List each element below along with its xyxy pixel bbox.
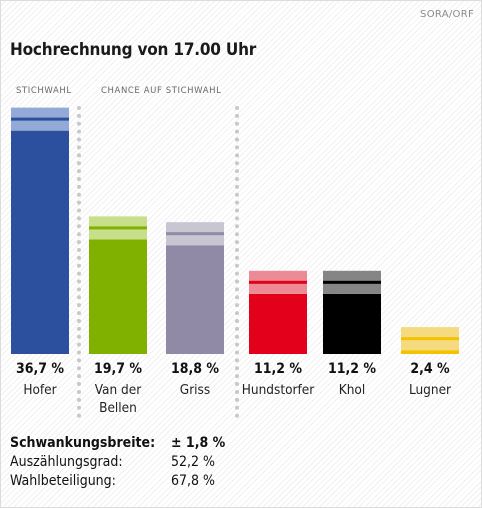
category-label-hofer: Hofer xyxy=(23,382,57,398)
value-label-van-der-bellen: 19,7 % xyxy=(93,361,143,377)
value-line-van-der-bellen xyxy=(89,226,147,230)
value-line-hofer xyxy=(11,117,69,121)
stat-value-counted: 52,2 % xyxy=(171,454,216,470)
stat-label-counted: Auszählungsgrad: xyxy=(10,454,123,470)
value-line-hundstorfer xyxy=(249,280,307,284)
category-label-lugner: Lugner xyxy=(408,382,452,398)
value-label-khol: 11,2 % xyxy=(327,361,377,377)
chart-title: Hochrechnung von 17.00 Uhr xyxy=(10,40,257,60)
caption-chance: CHANCE AUF STICHWAHL xyxy=(101,86,222,96)
bar-hofer xyxy=(11,130,69,354)
stat-value-turnout: 67,8 % xyxy=(171,473,216,489)
bar-griss xyxy=(166,245,224,354)
bar-van-der-bellen xyxy=(89,239,147,354)
stat-label-margin: Schwankungsbreite: xyxy=(10,435,156,451)
bar-hundstorfer xyxy=(249,293,307,354)
caption-runoff: STICHWAHL xyxy=(16,86,72,96)
value-label-hofer: 36,7 % xyxy=(15,361,65,377)
value-line-griss xyxy=(166,232,224,236)
value-label-griss: 18,8 % xyxy=(170,361,220,377)
divider-right xyxy=(235,106,239,418)
value-line-lugner xyxy=(401,337,459,341)
source-label: SORA/ORF xyxy=(420,9,474,20)
category-label-khol: Khol xyxy=(338,382,366,398)
category-label-van-der-bellen: Van der Bellen xyxy=(94,382,142,416)
stat-value-margin: ± 1,8 % xyxy=(171,435,226,451)
bar-khol xyxy=(323,293,381,354)
value-label-hundstorfer: 11,2 % xyxy=(253,361,303,377)
category-label-griss: Griss xyxy=(179,382,211,398)
value-line-khol xyxy=(323,280,381,284)
divider-left xyxy=(77,106,81,418)
category-label-hundstorfer: Hundstorfer xyxy=(241,382,315,398)
bar-lugner xyxy=(401,350,459,354)
stat-label-turnout: Wahlbeteiligung: xyxy=(10,473,116,489)
value-label-lugner: 2,4 % xyxy=(410,361,450,377)
